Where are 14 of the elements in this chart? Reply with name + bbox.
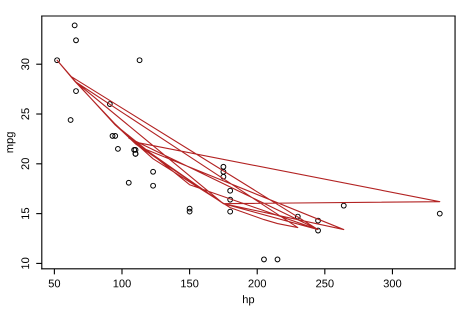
y-tick-label: 30 [21, 58, 30, 70]
y-tick-label: 15 [21, 208, 30, 219]
line-series [56, 60, 440, 230]
x-tick-label: 150 [181, 280, 198, 288]
y-tick-label: 10 [21, 258, 30, 269]
x-tick-label: 200 [248, 280, 266, 288]
x-tick-label: 100 [114, 280, 131, 288]
x-axis-title: hp [243, 295, 254, 306]
x-tick-label: 50 [48, 280, 60, 288]
y-tick-label: 25 [21, 108, 30, 120]
x-tick-label: 300 [384, 280, 402, 288]
y-tick-label: 20 [21, 158, 30, 170]
y-axis-title: mpg [7, 132, 16, 152]
x-tick-label: 250 [316, 280, 334, 288]
